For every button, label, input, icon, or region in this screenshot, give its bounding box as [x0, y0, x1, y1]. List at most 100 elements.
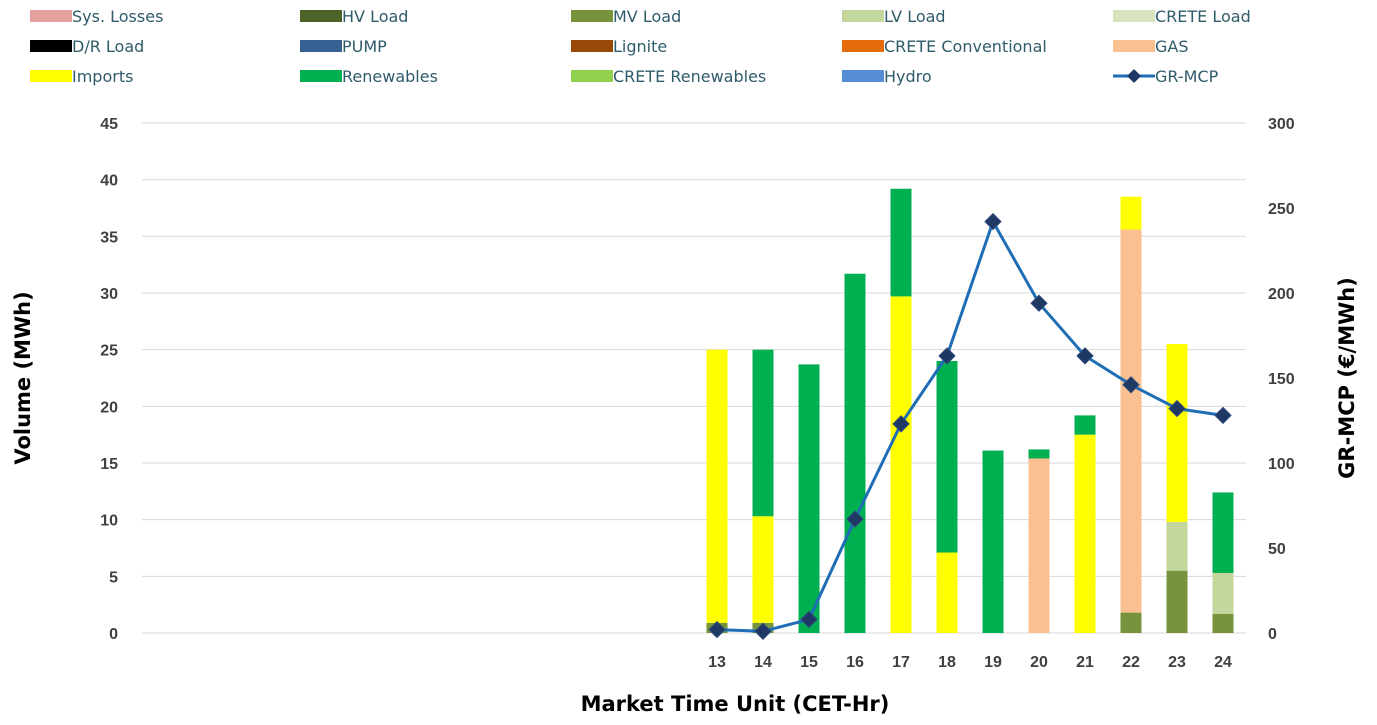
bar-segment — [982, 450, 1004, 633]
gr-mcp-point — [708, 620, 726, 639]
bar-segment — [1166, 344, 1188, 522]
x-tick-label: 15 — [800, 654, 818, 671]
legend-swatch — [571, 70, 613, 82]
x-tick-label: 20 — [1030, 654, 1048, 671]
y-tick-label: 45 — [100, 116, 118, 133]
gr-mcp-point — [938, 347, 956, 365]
y2-tick-label: 150 — [1268, 371, 1295, 388]
legend-item: LV Load — [842, 7, 946, 26]
bar-segment — [1212, 572, 1234, 614]
bar-segment — [844, 273, 866, 633]
legend-swatch — [30, 40, 72, 52]
gr-mcp-point — [754, 622, 772, 641]
x-tick-label: 21 — [1076, 654, 1094, 671]
legend-item: D/R Load — [30, 37, 144, 56]
x-tick-label: 14 — [754, 654, 772, 671]
bar-segment — [1166, 570, 1188, 633]
x-tick-label: 13 — [708, 654, 726, 671]
legend-label: CRETE Conventional — [884, 37, 1047, 56]
legend-swatch — [1113, 10, 1155, 22]
y-tick-label: 10 — [100, 513, 118, 530]
y2-tick-label: 100 — [1268, 456, 1295, 473]
bar-segment — [936, 361, 958, 553]
legend-label: CRETE Renewables — [613, 67, 766, 86]
legend-swatch — [300, 40, 342, 52]
legend-label: D/R Load — [72, 37, 144, 56]
bar-segment — [1074, 434, 1096, 633]
bar-segment — [936, 552, 958, 633]
y2-tick-label: 50 — [1268, 541, 1286, 558]
x-tick-label: 23 — [1168, 654, 1186, 671]
gr-mcp-point — [1122, 376, 1140, 394]
y-axis-title: Volume (MWh) — [11, 291, 35, 464]
gr-mcp-point — [892, 415, 910, 433]
legend-marker — [1127, 69, 1141, 83]
legend-swatch — [842, 40, 884, 52]
legend-swatch — [300, 10, 342, 22]
gr-mcp-point — [984, 212, 1002, 231]
gr-mcp-point — [800, 610, 818, 629]
legend-label: GAS — [1155, 37, 1189, 56]
legend-swatch — [571, 10, 613, 22]
y-tick-label: 15 — [100, 456, 118, 473]
x-tick-label: 18 — [938, 654, 956, 671]
y-tick-label: 25 — [100, 343, 118, 360]
y-tick-label: 0 — [109, 626, 118, 643]
bar-segment — [1074, 415, 1096, 435]
legend-item: HV Load — [300, 7, 408, 26]
legend-swatch — [842, 10, 884, 22]
legend-item: PUMP — [300, 37, 387, 56]
gr-mcp-point — [1076, 347, 1094, 365]
gr-mcp-point — [1030, 294, 1048, 312]
bar-segment — [890, 188, 912, 297]
legend-swatch — [571, 40, 613, 52]
legend-item: Hydro — [842, 67, 932, 86]
y2-tick-label: 200 — [1268, 286, 1295, 303]
x-tick-label: 22 — [1122, 654, 1140, 671]
bar-segment — [798, 364, 820, 633]
gridlines — [142, 122, 1246, 634]
legend-item: CRETE Renewables — [571, 67, 766, 86]
bar-segment — [1166, 521, 1188, 571]
x-tick-label: 17 — [892, 654, 910, 671]
y2-tick-label: 300 — [1268, 116, 1295, 133]
y-tick-label: 20 — [100, 399, 118, 416]
x-tick-label: 16 — [846, 654, 864, 671]
legend-label: GR-MCP — [1155, 67, 1219, 86]
legend: Sys. Losses HV Load MV Load LV Load CRETE Lo… — [30, 7, 1251, 86]
gr-mcp-line — [716, 220, 1224, 633]
legend-item: CRETE Conventional — [842, 37, 1047, 56]
legend-label: Hydro — [884, 67, 932, 86]
legend-swatch — [300, 70, 342, 82]
x-tick-label: 24 — [1214, 654, 1232, 671]
legend-item: GR-MCP — [1113, 67, 1219, 86]
legend-swatch — [1113, 40, 1155, 52]
bar-segment — [752, 349, 774, 517]
price-line — [708, 212, 1232, 641]
legend-item: Imports — [30, 67, 133, 86]
legend-label: CRETE Load — [1155, 7, 1251, 26]
bar-segment — [1028, 458, 1050, 633]
legend-item: Lignite — [571, 37, 667, 56]
y-tick-label: 35 — [100, 229, 118, 246]
x-axis-title: Market Time Unit (CET-Hr) — [581, 692, 890, 716]
bar-segment — [706, 349, 728, 623]
legend-swatch — [30, 10, 72, 22]
bar-segment — [752, 516, 774, 623]
y-tick-label: 30 — [100, 286, 118, 303]
legend-item: Renewables — [300, 67, 438, 86]
bar-segment — [1028, 449, 1050, 459]
bar-segment — [1212, 613, 1234, 633]
bar-segment — [1212, 492, 1234, 573]
legend-item: CRETE Load — [1113, 7, 1251, 26]
legend-label: Renewables — [342, 67, 438, 86]
legend-label: LV Load — [884, 7, 946, 26]
legend-label: Lignite — [613, 37, 667, 56]
legend-label: Sys. Losses — [72, 7, 163, 26]
y-tick-label: 5 — [109, 569, 118, 586]
legend-swatch — [842, 70, 884, 82]
legend-item: Sys. Losses — [30, 7, 163, 26]
bar-segment — [1120, 196, 1142, 230]
